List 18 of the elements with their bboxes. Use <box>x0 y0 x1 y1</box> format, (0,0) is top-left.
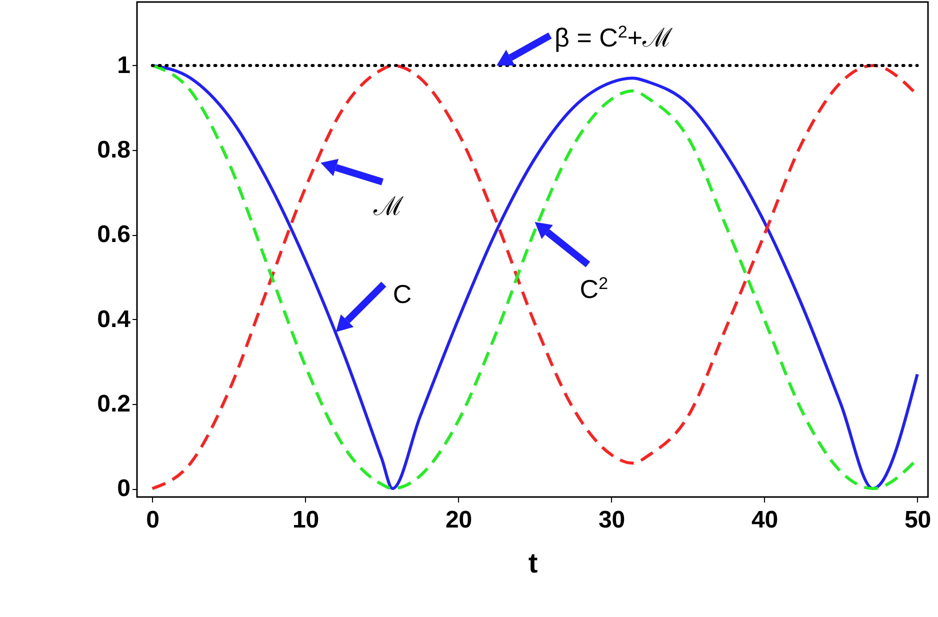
annotation: ℳ <box>372 190 404 221</box>
line-series <box>150 64 919 490</box>
x-tick-label: 10 <box>292 506 320 534</box>
x-tick-label: 50 <box>904 506 932 534</box>
annotation: C$^{2}$ <box>580 274 608 304</box>
y-tick-label: 1 <box>117 52 130 79</box>
y-tick-label: 0.8 <box>97 136 130 164</box>
y-tick-label: 0.4 <box>97 306 132 333</box>
x-tick-label: 30 <box>598 506 626 534</box>
y-tick-label: 0 <box>117 475 130 502</box>
y-tick-label: 0.6 <box>97 221 130 248</box>
x-tick-label: 0 <box>146 506 160 534</box>
annotation: C <box>392 279 412 309</box>
y-tick-label: 0.2 <box>97 390 130 418</box>
x-axis-title: t <box>528 548 538 578</box>
x-tick-label: 40 <box>751 506 778 534</box>
x-tick-label: 20 <box>445 506 472 534</box>
annotation: β = C$^{2}$+ℳ <box>554 22 673 52</box>
